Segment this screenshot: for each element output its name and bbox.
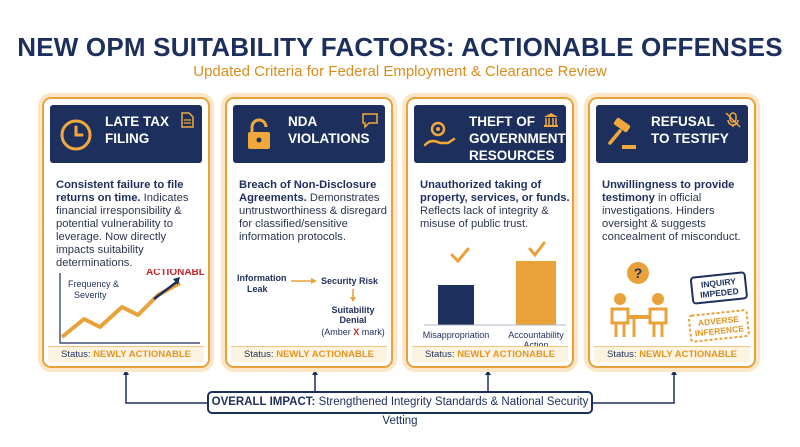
category-label: Accountability Action xyxy=(508,330,564,349)
amber-x-note: (Amber X mark) xyxy=(321,327,385,337)
government-building-icon xyxy=(544,113,558,127)
unlocked-padlock-icon xyxy=(248,118,270,149)
flow-node-leak: Information Leak xyxy=(237,273,287,294)
card-description: Consistent failure to file returns on ti… xyxy=(56,179,189,269)
card-nda-violations: NDA VIOLATIONS Breach of Non-Disclosure … xyxy=(225,97,393,368)
question-bubble xyxy=(627,262,649,284)
adverse-inference-stamp: ADVERSEINFERENCE xyxy=(687,309,750,343)
card-description: Unauthorized taking of property, service… xyxy=(420,179,570,230)
svg-text:INQUIRYIMPEDED: INQUIRYIMPEDED xyxy=(699,276,740,300)
card-header: THEFT OF GOVERNMENT RESOURCES xyxy=(414,105,566,163)
page-subtitle: Updated Criteria for Federal Employment … xyxy=(193,63,607,80)
actionable-tag: ACTIONABLE xyxy=(146,269,204,278)
card-late-tax-filing: LATE TAX FILING Consistent failure to fi… xyxy=(42,97,210,368)
speech-bubble-icon xyxy=(362,113,378,129)
testimony-illustration: ? INQUIRYIMPEDED ADVERSEINFERENCE xyxy=(610,262,750,343)
card-title: REFUSAL TO TESTIFY xyxy=(651,114,729,146)
overall-impact-box: OVERALL IMPACT: Strengthened Integrity S… xyxy=(207,391,593,427)
card-theft-of-resources: THEFT OF GOVERNMENT RESOURCES Unauthoriz… xyxy=(406,97,574,368)
category-label: Misappropriation xyxy=(423,330,490,340)
card-refusal-to-testify: REFUSAL TO TESTIFY Unwillingness to prov… xyxy=(588,97,756,368)
status-bar: Status: NEWLY ACTIONABLE xyxy=(231,346,387,362)
clock-icon xyxy=(60,119,92,151)
card-header: REFUSAL TO TESTIFY xyxy=(596,105,748,163)
card-title: NDA VIOLATIONS xyxy=(288,114,370,146)
comparison-bars: Misappropriation Accountability Action xyxy=(423,241,566,349)
card-header: NDA VIOLATIONS xyxy=(233,105,385,163)
svg-text:?: ? xyxy=(634,265,643,281)
card-title: THEFT OF GOVERNMENT RESOURCES xyxy=(469,114,566,163)
muted-microphone-icon xyxy=(725,112,741,128)
frequency-severity-label: Frequency & Severity xyxy=(68,279,119,300)
card-description: Unwillingness to provide testimony in of… xyxy=(602,179,741,243)
bar-accountability-action xyxy=(516,261,556,325)
flow-diagram: Information Leak Security Risk Suitabilit… xyxy=(237,273,385,337)
page-title: NEW OPM SUITABILITY FACTORS: ACTIONABLE … xyxy=(17,32,783,62)
card-description: Breach of Non-Disclosure Agreements. Dem… xyxy=(239,179,387,243)
document-icon xyxy=(181,112,194,128)
status-bar: Status: NEWLY ACTIONABLE xyxy=(412,346,568,362)
trend-chart: ACTIONABLE Frequency &Severity xyxy=(59,269,204,344)
status-bar: Status: NEWLY ACTIONABLE xyxy=(594,346,750,362)
flow-node-denial: Suitability Denial xyxy=(331,305,374,325)
card-title: LATE TAX FILING xyxy=(105,114,169,146)
card-header: LATE TAX FILING xyxy=(50,105,202,163)
flow-node-security-risk: Security Risk xyxy=(321,276,379,286)
status-bar: Status: NEWLY ACTIONABLE xyxy=(48,346,204,362)
gavel-icon xyxy=(608,117,636,149)
hand-gear-icon xyxy=(423,121,456,147)
inquiry-impeded-stamp: INQUIRYIMPEDED xyxy=(689,271,748,305)
bar-misappropriation xyxy=(438,285,474,325)
